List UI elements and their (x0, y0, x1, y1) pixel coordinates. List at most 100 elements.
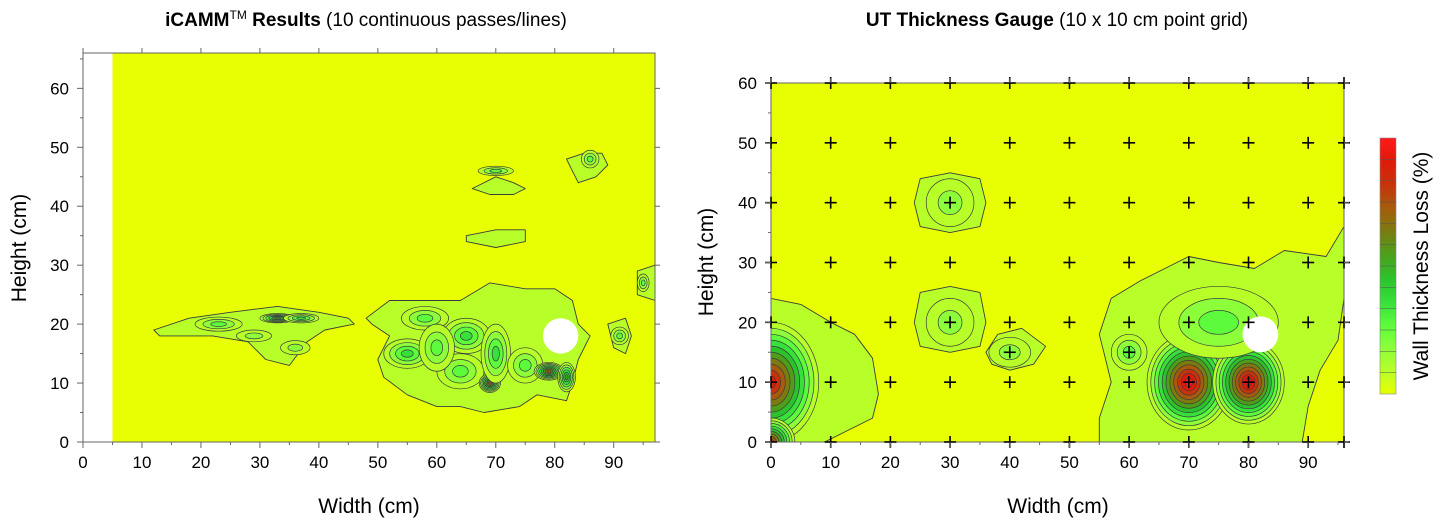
chart1-loss-spot-17 (610, 326, 629, 346)
measurement-point-cross (1063, 196, 1076, 209)
chart1-contour-ring (287, 343, 304, 352)
measurement-point-cross (1302, 316, 1315, 329)
y-tick-label: 40 (738, 194, 757, 213)
x-tick-label: 30 (250, 453, 269, 472)
chart1-contour-ring (640, 279, 646, 287)
measurement-point-cross (1063, 376, 1076, 389)
measurement-point-cross (884, 376, 897, 389)
measurement-point-cross (1242, 196, 1255, 209)
chart1-y-axis-label: Height (cm) (8, 194, 31, 303)
x-tick-label: 40 (309, 453, 328, 472)
measurement-point-cross (1003, 316, 1016, 329)
measurement-point-cross (944, 136, 957, 149)
chart2-title-bold: UT Thickness Gauge (866, 10, 1054, 31)
measurement-point-cross (944, 316, 957, 329)
chart1-loss-region-2 (471, 176, 526, 195)
y-tick-label: 30 (738, 254, 757, 273)
measurement-point-cross (1182, 196, 1195, 209)
chart1-frame (82, 52, 656, 443)
x-tick-label: 70 (1179, 453, 1198, 472)
x-tick-label: 50 (1060, 453, 1079, 472)
chart1-loss-spot-10 (480, 323, 511, 384)
chart1-title-superscript: TM (230, 8, 247, 22)
measurement-point-cross (1182, 136, 1195, 149)
chart1-loss-spot-14 (418, 323, 455, 372)
chart2-plot-area (771, 83, 1344, 442)
chart2-y-axis-label: Height (cm) (695, 208, 718, 317)
measurement-point-cross (1302, 376, 1315, 389)
chart1-contour-ring (586, 155, 594, 163)
chart1-contour-ring (489, 168, 503, 173)
x-tick-label: 90 (604, 453, 623, 472)
chart1-contour-ring (416, 313, 434, 323)
y-tick-label: 60 (738, 74, 757, 93)
measurement-point-cross (1242, 256, 1255, 269)
chart1-contour-ring (491, 345, 500, 362)
y-tick-label: 20 (738, 313, 757, 332)
chart1-title-rest: (10 continuous passes/lines) (321, 10, 567, 31)
chart1-loss-spot-16 (580, 149, 600, 169)
y-tick-label: 0 (748, 433, 757, 452)
chart1-x-axis-label: Width (cm) (318, 495, 420, 518)
x-tick-label: 40 (1000, 453, 1019, 472)
measurement-point-cross (1003, 256, 1016, 269)
measurement-point-cross (1003, 346, 1016, 359)
measurement-point-cross (944, 376, 957, 389)
colorbar: Wall Thickness Loss (%) (1379, 137, 1433, 395)
measurement-point-cross (1123, 346, 1136, 359)
measurement-point-cross (884, 256, 897, 269)
x-tick-label: 20 (881, 453, 900, 472)
x-tick-label: 80 (545, 453, 564, 472)
x-tick-label: 60 (427, 453, 446, 472)
measurement-point-cross (1123, 316, 1136, 329)
colorbar-dividers (1380, 159, 1396, 373)
chart1-loss-spot-4 (280, 340, 311, 356)
x-tick-label: 30 (941, 453, 960, 472)
chart2-ticks: 0 10 20 30 40 50 60 70 80 90 0 10 20 30 40 50 60 (738, 74, 1349, 472)
chart1-contour-ring (519, 359, 532, 372)
chart1-contour-ring (274, 317, 281, 320)
chart1-plot-area (112, 53, 655, 442)
x-tick-label: 70 (486, 453, 505, 472)
chart1-contour-ring (430, 339, 444, 356)
chart2-title-rest: (10 x 10 cm point grid) (1054, 10, 1248, 31)
measurement-point-cross (1003, 196, 1016, 209)
chart1-loss-spot-1 (283, 313, 320, 324)
measurement-point-cross (1123, 136, 1136, 149)
measurement-point-cross (824, 376, 837, 389)
chart1-contour-ring (210, 321, 227, 327)
measurement-point-cross (824, 316, 837, 329)
measurement-point-cross (1123, 196, 1136, 209)
measurement-point-cross (1242, 376, 1255, 389)
measurement-point-cross (1123, 256, 1136, 269)
measurement-point-cross (1123, 376, 1136, 389)
chart1-loss-region-4 (465, 229, 526, 248)
chart1-loss-spot-18 (636, 273, 650, 293)
measurement-point-cross (884, 316, 897, 329)
chart1-loss-spot-9 (478, 373, 501, 393)
y-tick-label: 50 (738, 134, 757, 153)
y-tick-label: 50 (50, 138, 69, 157)
chart1-contour-ring (564, 374, 569, 380)
chart1-contour-ring (460, 331, 473, 341)
measurement-point-cross (1063, 316, 1076, 329)
y-tick-label: 20 (50, 315, 69, 334)
measurement-point-cross (1182, 256, 1195, 269)
measurement-point-cross (1242, 316, 1255, 329)
chart2-contour-ring (1198, 310, 1239, 335)
x-tick-label: 20 (191, 453, 210, 472)
measurement-point-cross (824, 196, 837, 209)
chart2-x-axis-label: Width (cm) (1007, 495, 1109, 518)
chart1-loss-spot-12 (533, 362, 564, 381)
y-tick-label: 60 (50, 79, 69, 98)
icamm-chart: iCAMMTM Results (10 continuous passes/li… (8, 8, 660, 518)
colorbar-label: Wall Thickness Loss (%) (1410, 152, 1433, 381)
x-tick-label: 50 (368, 453, 387, 472)
measurement-point-cross (1003, 376, 1016, 389)
x-tick-label: 10 (133, 453, 152, 472)
chart2-hole (1242, 316, 1279, 353)
x-tick-label: 90 (1299, 453, 1318, 472)
chart1-title-bold: iCAMM (165, 10, 229, 31)
measurement-point-cross (1182, 316, 1195, 329)
y-tick-label: 0 (60, 433, 69, 452)
